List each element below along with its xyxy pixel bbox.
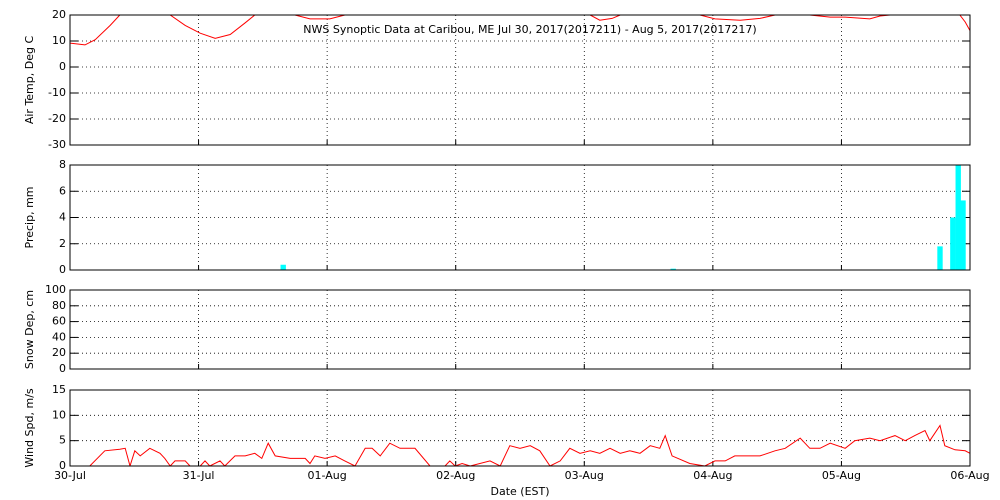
y-tick-label: 0: [59, 60, 66, 73]
panel-frame: [69, 14, 971, 146]
x-tick-label: 03-Aug: [565, 469, 604, 482]
y-tick-label: 20: [52, 8, 66, 21]
y-axis-label: Snow Dep, cm: [23, 290, 36, 369]
x-tick-label: 05-Aug: [822, 469, 861, 482]
x-tick-label: 31-Jul: [183, 469, 215, 482]
bar: [960, 200, 966, 270]
bar: [955, 165, 961, 270]
bar: [950, 217, 956, 270]
x-tick-label: 06-Aug: [950, 469, 989, 482]
chart-title: NWS Synoptic Data at Caribou, ME Jul 30,…: [303, 23, 756, 36]
y-tick-label: -10: [48, 86, 66, 99]
plot-area: [70, 15, 970, 46]
y-tick-label: -20: [48, 112, 66, 125]
y-axis-label: Wind Spd, m/s: [23, 388, 36, 468]
y-axis-label: Precip, mm: [23, 187, 36, 249]
y-tick-label: 0: [59, 459, 66, 472]
x-tick-label: 02-Aug: [436, 469, 475, 482]
y-tick-label: 60: [52, 315, 66, 328]
y-tick-label: 0: [59, 362, 66, 375]
bar: [280, 264, 286, 270]
plot-area: [70, 424, 970, 466]
y-tick-label: 20: [52, 346, 66, 359]
x-tick-label: 01-Aug: [308, 469, 347, 482]
y-tick-label: 5: [59, 434, 66, 447]
bar: [937, 246, 943, 270]
y-tick-label: -30: [48, 138, 66, 151]
y-tick-label: 15: [52, 383, 66, 396]
y-tick-label: 8: [59, 158, 66, 171]
x-tick-label: 04-Aug: [693, 469, 732, 482]
data-line: [70, 15, 970, 46]
y-tick-label: 2: [59, 237, 66, 250]
data-line: [70, 424, 970, 466]
panel-frame: [69, 289, 971, 370]
y-tick-label: 0: [59, 263, 66, 276]
panel-frame: [69, 389, 971, 467]
y-tick-label: 10: [52, 34, 66, 47]
x-tick-label: 30-Jul: [54, 469, 86, 482]
y-tick-label: 4: [59, 211, 66, 224]
panel-frame: [69, 164, 971, 271]
y-tick-label: 6: [59, 184, 66, 197]
y-tick-label: 80: [52, 299, 66, 312]
y-tick-label: 40: [52, 330, 66, 343]
y-axis-label: Air Temp, Deg C: [23, 36, 36, 125]
y-tick-label: 100: [45, 283, 66, 296]
plot-area: [280, 165, 966, 270]
y-tick-label: 10: [52, 408, 66, 421]
bar: [670, 268, 676, 270]
x-axis-label: Date (EST): [490, 485, 549, 498]
